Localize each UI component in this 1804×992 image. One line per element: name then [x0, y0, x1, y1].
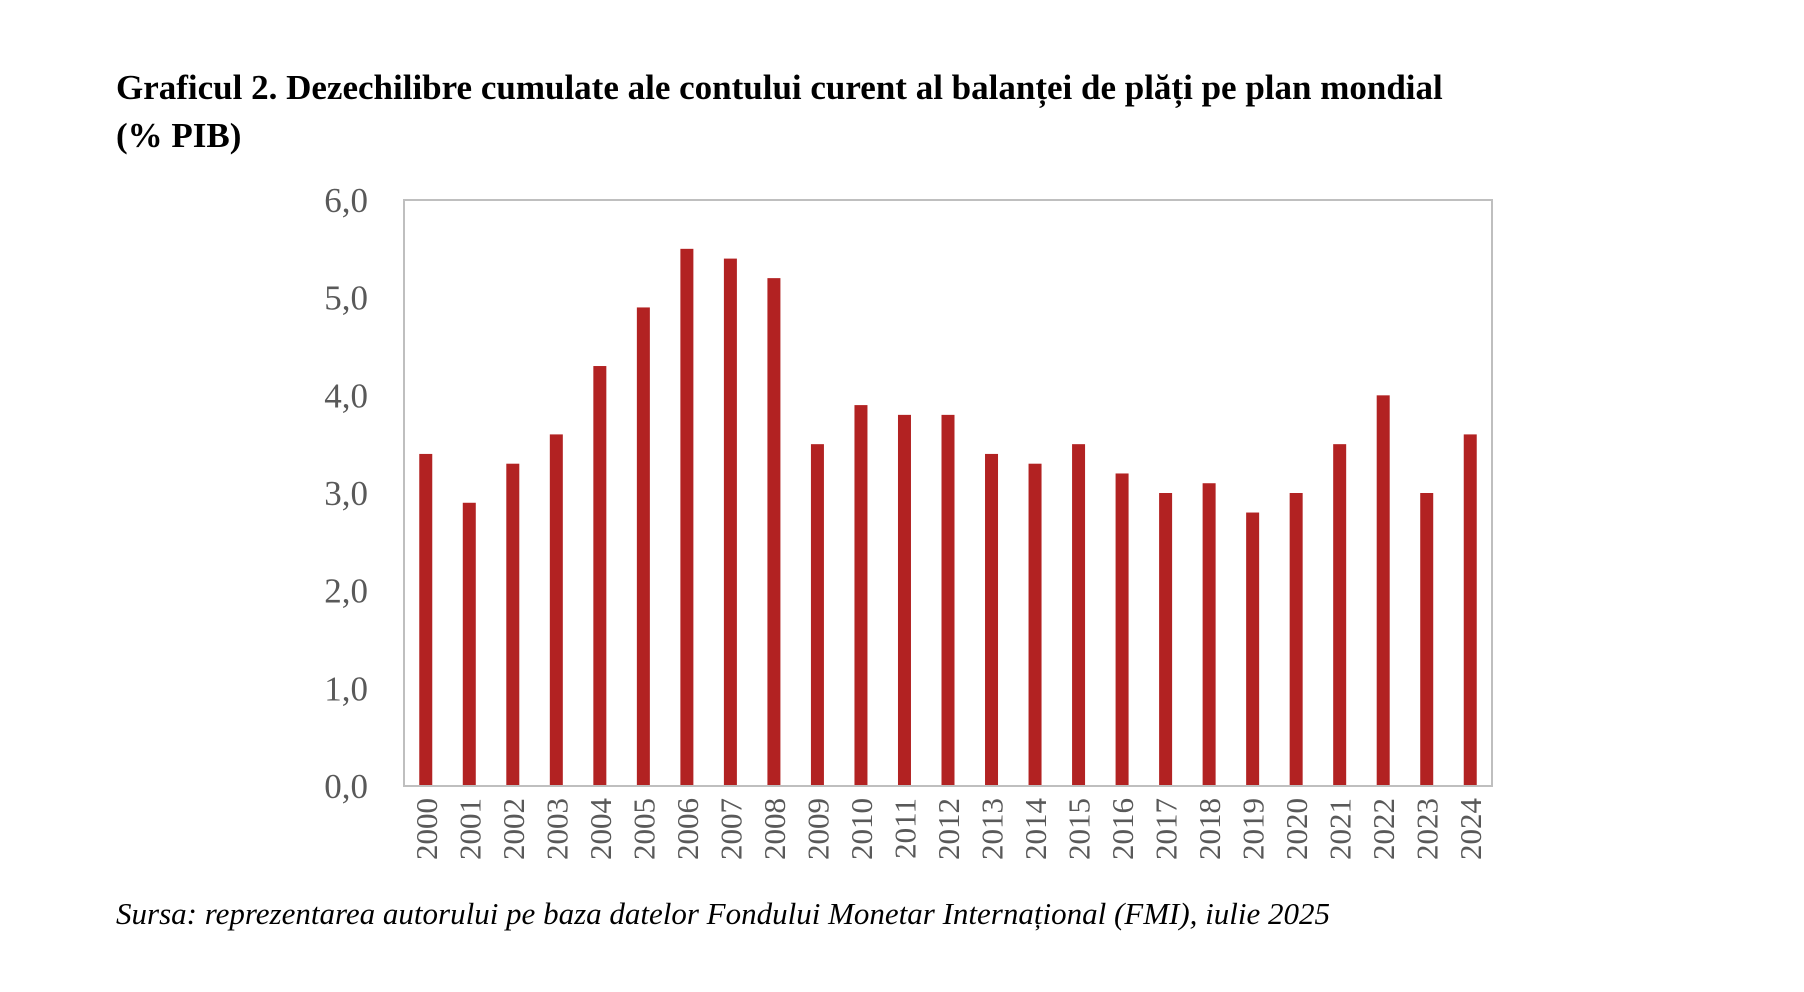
title-line-2: (% PIB): [116, 116, 242, 155]
bar-2016: [1115, 473, 1129, 786]
y-tick-label: 3,0: [324, 474, 368, 513]
x-tick-label: 2010: [844, 798, 879, 860]
bar-2002: [506, 463, 520, 786]
x-tick-label: 2018: [1192, 798, 1227, 860]
x-tick-label: 2000: [409, 798, 444, 860]
bar-2019: [1246, 512, 1260, 786]
x-tick-label: 2009: [800, 798, 835, 860]
bar-2008: [767, 278, 781, 786]
title-line-1: Graficul 2. Dezechilibre cumulate ale co…: [116, 68, 1443, 107]
bar-2014: [1028, 463, 1042, 786]
x-tick-label: 2020: [1279, 798, 1314, 860]
x-tick-label: 2016: [1105, 798, 1140, 860]
bar-2018: [1202, 483, 1216, 786]
x-tick-label: 2004: [583, 798, 618, 861]
source-note: Sursa: reprezentarea autorului pe baza d…: [116, 896, 1331, 931]
plot-frame: [403, 199, 1493, 787]
bar-2020: [1289, 493, 1303, 786]
bar-2010: [854, 405, 868, 786]
bar-2001: [462, 502, 476, 786]
y-tick-label: 4,0: [324, 376, 368, 415]
x-tick-label: 2008: [757, 798, 792, 860]
bar-2005: [636, 307, 650, 786]
bar-2004: [593, 366, 607, 786]
bar-2012: [941, 414, 955, 786]
x-tick-label: 2019: [1236, 798, 1271, 860]
bar-2006: [680, 248, 694, 787]
chart-title: Graficul 2. Dezechilibre cumulate ale co…: [116, 64, 1716, 160]
x-tick-label: 2005: [626, 798, 661, 860]
x-tick-label: 2012: [931, 798, 966, 860]
x-tick-label: 2014: [1018, 798, 1053, 861]
y-tick-label: 1,0: [324, 669, 368, 708]
x-tick-label: 2002: [496, 798, 531, 860]
bar-2017: [1159, 493, 1173, 786]
x-tick-label: 2013: [975, 798, 1010, 860]
bar-2013: [985, 453, 999, 786]
x-tick-label: 2003: [539, 798, 574, 860]
y-tick-label: 5,0: [324, 279, 368, 318]
x-tick-label: 2017: [1149, 798, 1184, 860]
x-tick-label: 2007: [713, 798, 748, 860]
x-tick-label: 2021: [1323, 798, 1358, 860]
bar-2021: [1333, 444, 1347, 786]
x-tick-label: 2011: [887, 798, 922, 859]
y-tick-label: 6,0: [324, 181, 368, 220]
bar-2015: [1072, 444, 1086, 786]
x-tick-label: 2015: [1062, 798, 1097, 860]
bar-2022: [1376, 395, 1390, 786]
y-tick-label: 2,0: [324, 572, 368, 611]
bar-2011: [897, 414, 911, 786]
bar-2003: [549, 434, 563, 786]
bar-2007: [723, 258, 737, 787]
bar-2023: [1420, 493, 1434, 786]
bar-2000: [419, 453, 433, 786]
x-tick-label: 2024: [1453, 798, 1488, 861]
x-tick-label: 2001: [452, 798, 487, 860]
x-tick-label: 2023: [1410, 798, 1445, 860]
bar-2024: [1463, 434, 1477, 786]
x-tick-label: 2006: [670, 798, 705, 860]
x-tick-label: 2022: [1366, 798, 1401, 860]
y-tick-label: 0,0: [324, 767, 368, 806]
bar-2009: [810, 444, 824, 786]
